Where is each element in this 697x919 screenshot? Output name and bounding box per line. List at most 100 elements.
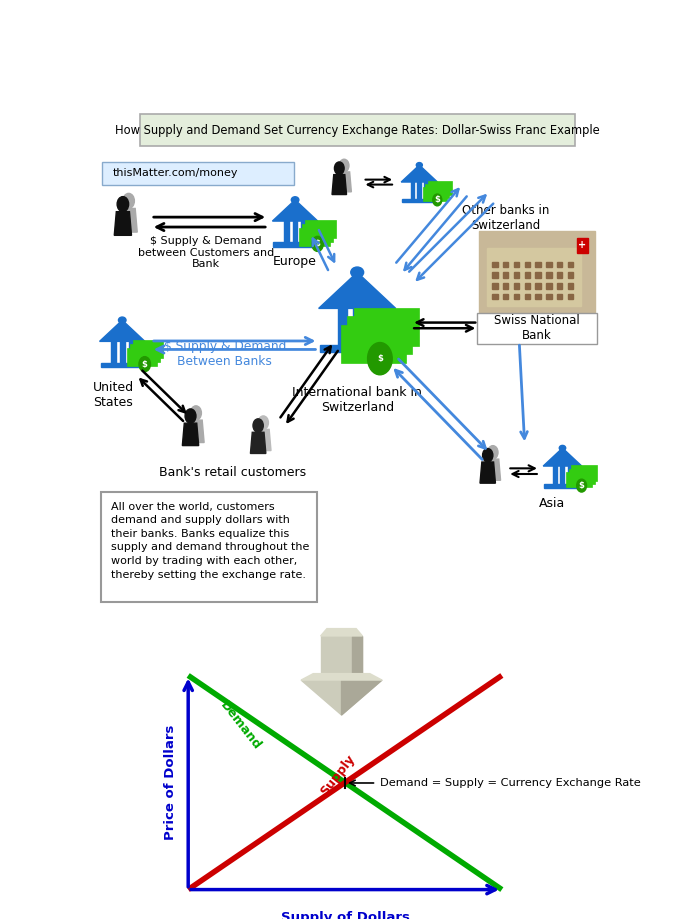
Bar	[546, 293, 552, 300]
Ellipse shape	[351, 267, 364, 278]
Bar	[572, 465, 597, 481]
Text: $: $	[141, 359, 148, 369]
Circle shape	[482, 448, 493, 462]
FancyBboxPatch shape	[100, 493, 316, 602]
Polygon shape	[114, 211, 132, 235]
Polygon shape	[120, 209, 137, 233]
Bar	[525, 262, 530, 267]
Polygon shape	[321, 636, 362, 680]
Polygon shape	[321, 629, 362, 636]
Bar	[487, 248, 581, 306]
Polygon shape	[273, 199, 318, 221]
Bar	[503, 283, 509, 289]
FancyBboxPatch shape	[139, 114, 575, 146]
Text: +: +	[579, 241, 587, 251]
Polygon shape	[187, 420, 204, 443]
Text: Other banks in
Switzerland: Other banks in Switzerland	[462, 204, 549, 232]
Bar	[321, 345, 394, 352]
Bar	[576, 238, 588, 254]
Bar	[544, 484, 581, 488]
Bar	[546, 262, 552, 267]
Bar	[568, 293, 574, 300]
Bar	[546, 272, 552, 278]
Text: $ Supply & Demand
between Customers and
Bank: $ Supply & Demand between Customers and …	[138, 236, 274, 269]
Bar	[354, 308, 419, 346]
Circle shape	[185, 409, 196, 423]
Polygon shape	[401, 165, 438, 182]
Bar	[424, 178, 428, 199]
Bar	[348, 316, 413, 355]
Text: How Supply and Demand Set Currency Exchange Rates: Dollar-Swiss Franc Example: How Supply and Demand Set Currency Excha…	[115, 123, 599, 137]
Bar	[535, 262, 541, 267]
Text: $: $	[377, 354, 383, 363]
Polygon shape	[352, 636, 362, 680]
Ellipse shape	[559, 446, 566, 450]
Bar	[569, 469, 595, 484]
Text: $: $	[314, 239, 321, 248]
Bar	[535, 283, 541, 289]
Bar	[546, 283, 552, 289]
Circle shape	[117, 197, 129, 211]
Text: All over the world, customers
demand and supply dollars with
their banks. Banks : All over the world, customers demand and…	[112, 502, 309, 580]
Circle shape	[339, 159, 349, 172]
Text: Supply: Supply	[319, 752, 358, 798]
Polygon shape	[543, 448, 582, 466]
Bar	[568, 272, 574, 278]
Bar	[127, 348, 157, 366]
Bar	[302, 224, 332, 242]
Bar	[423, 187, 447, 201]
Text: Bank's retail customers: Bank's retail customers	[160, 466, 307, 479]
Polygon shape	[342, 680, 382, 715]
Bar	[566, 472, 592, 487]
Bar	[514, 293, 519, 300]
Bar	[557, 262, 562, 267]
Polygon shape	[337, 172, 351, 192]
Text: United
States: United States	[93, 381, 134, 409]
Circle shape	[139, 357, 151, 371]
Circle shape	[258, 416, 268, 429]
Bar	[112, 337, 116, 363]
Bar	[293, 217, 298, 243]
Bar	[568, 283, 574, 289]
Bar	[479, 231, 595, 312]
Bar	[525, 272, 530, 278]
Bar	[535, 272, 541, 278]
Bar	[100, 363, 144, 367]
FancyBboxPatch shape	[477, 312, 597, 344]
Bar	[568, 262, 574, 267]
Bar	[368, 301, 376, 345]
Bar	[120, 337, 125, 363]
Bar	[535, 293, 541, 300]
Bar	[503, 262, 509, 267]
Text: Price of Dollars: Price of Dollars	[164, 725, 177, 840]
Bar	[525, 293, 530, 300]
Polygon shape	[183, 423, 199, 446]
Bar	[557, 272, 562, 278]
Circle shape	[190, 406, 201, 420]
Text: Demand: Demand	[217, 699, 263, 753]
Ellipse shape	[118, 317, 126, 323]
Polygon shape	[301, 680, 382, 715]
Bar	[273, 243, 316, 246]
Bar	[411, 178, 414, 199]
Bar	[514, 262, 519, 267]
Circle shape	[576, 479, 587, 492]
Circle shape	[367, 343, 392, 375]
Bar	[503, 293, 509, 300]
FancyBboxPatch shape	[102, 162, 294, 185]
Bar	[492, 283, 498, 289]
Bar	[492, 293, 498, 300]
Text: Demand = Supply = Currency Exchange Rate: Demand = Supply = Currency Exchange Rate	[380, 778, 641, 788]
Bar	[341, 324, 406, 363]
Bar	[492, 262, 498, 267]
Text: $: $	[434, 196, 441, 204]
Polygon shape	[485, 460, 500, 481]
Polygon shape	[301, 674, 382, 680]
Text: Swiss National
Bank: Swiss National Bank	[493, 314, 579, 342]
Circle shape	[433, 194, 442, 206]
Bar	[553, 462, 557, 484]
Bar	[339, 301, 346, 345]
Polygon shape	[100, 320, 145, 341]
Bar	[418, 178, 421, 199]
Ellipse shape	[291, 197, 299, 203]
